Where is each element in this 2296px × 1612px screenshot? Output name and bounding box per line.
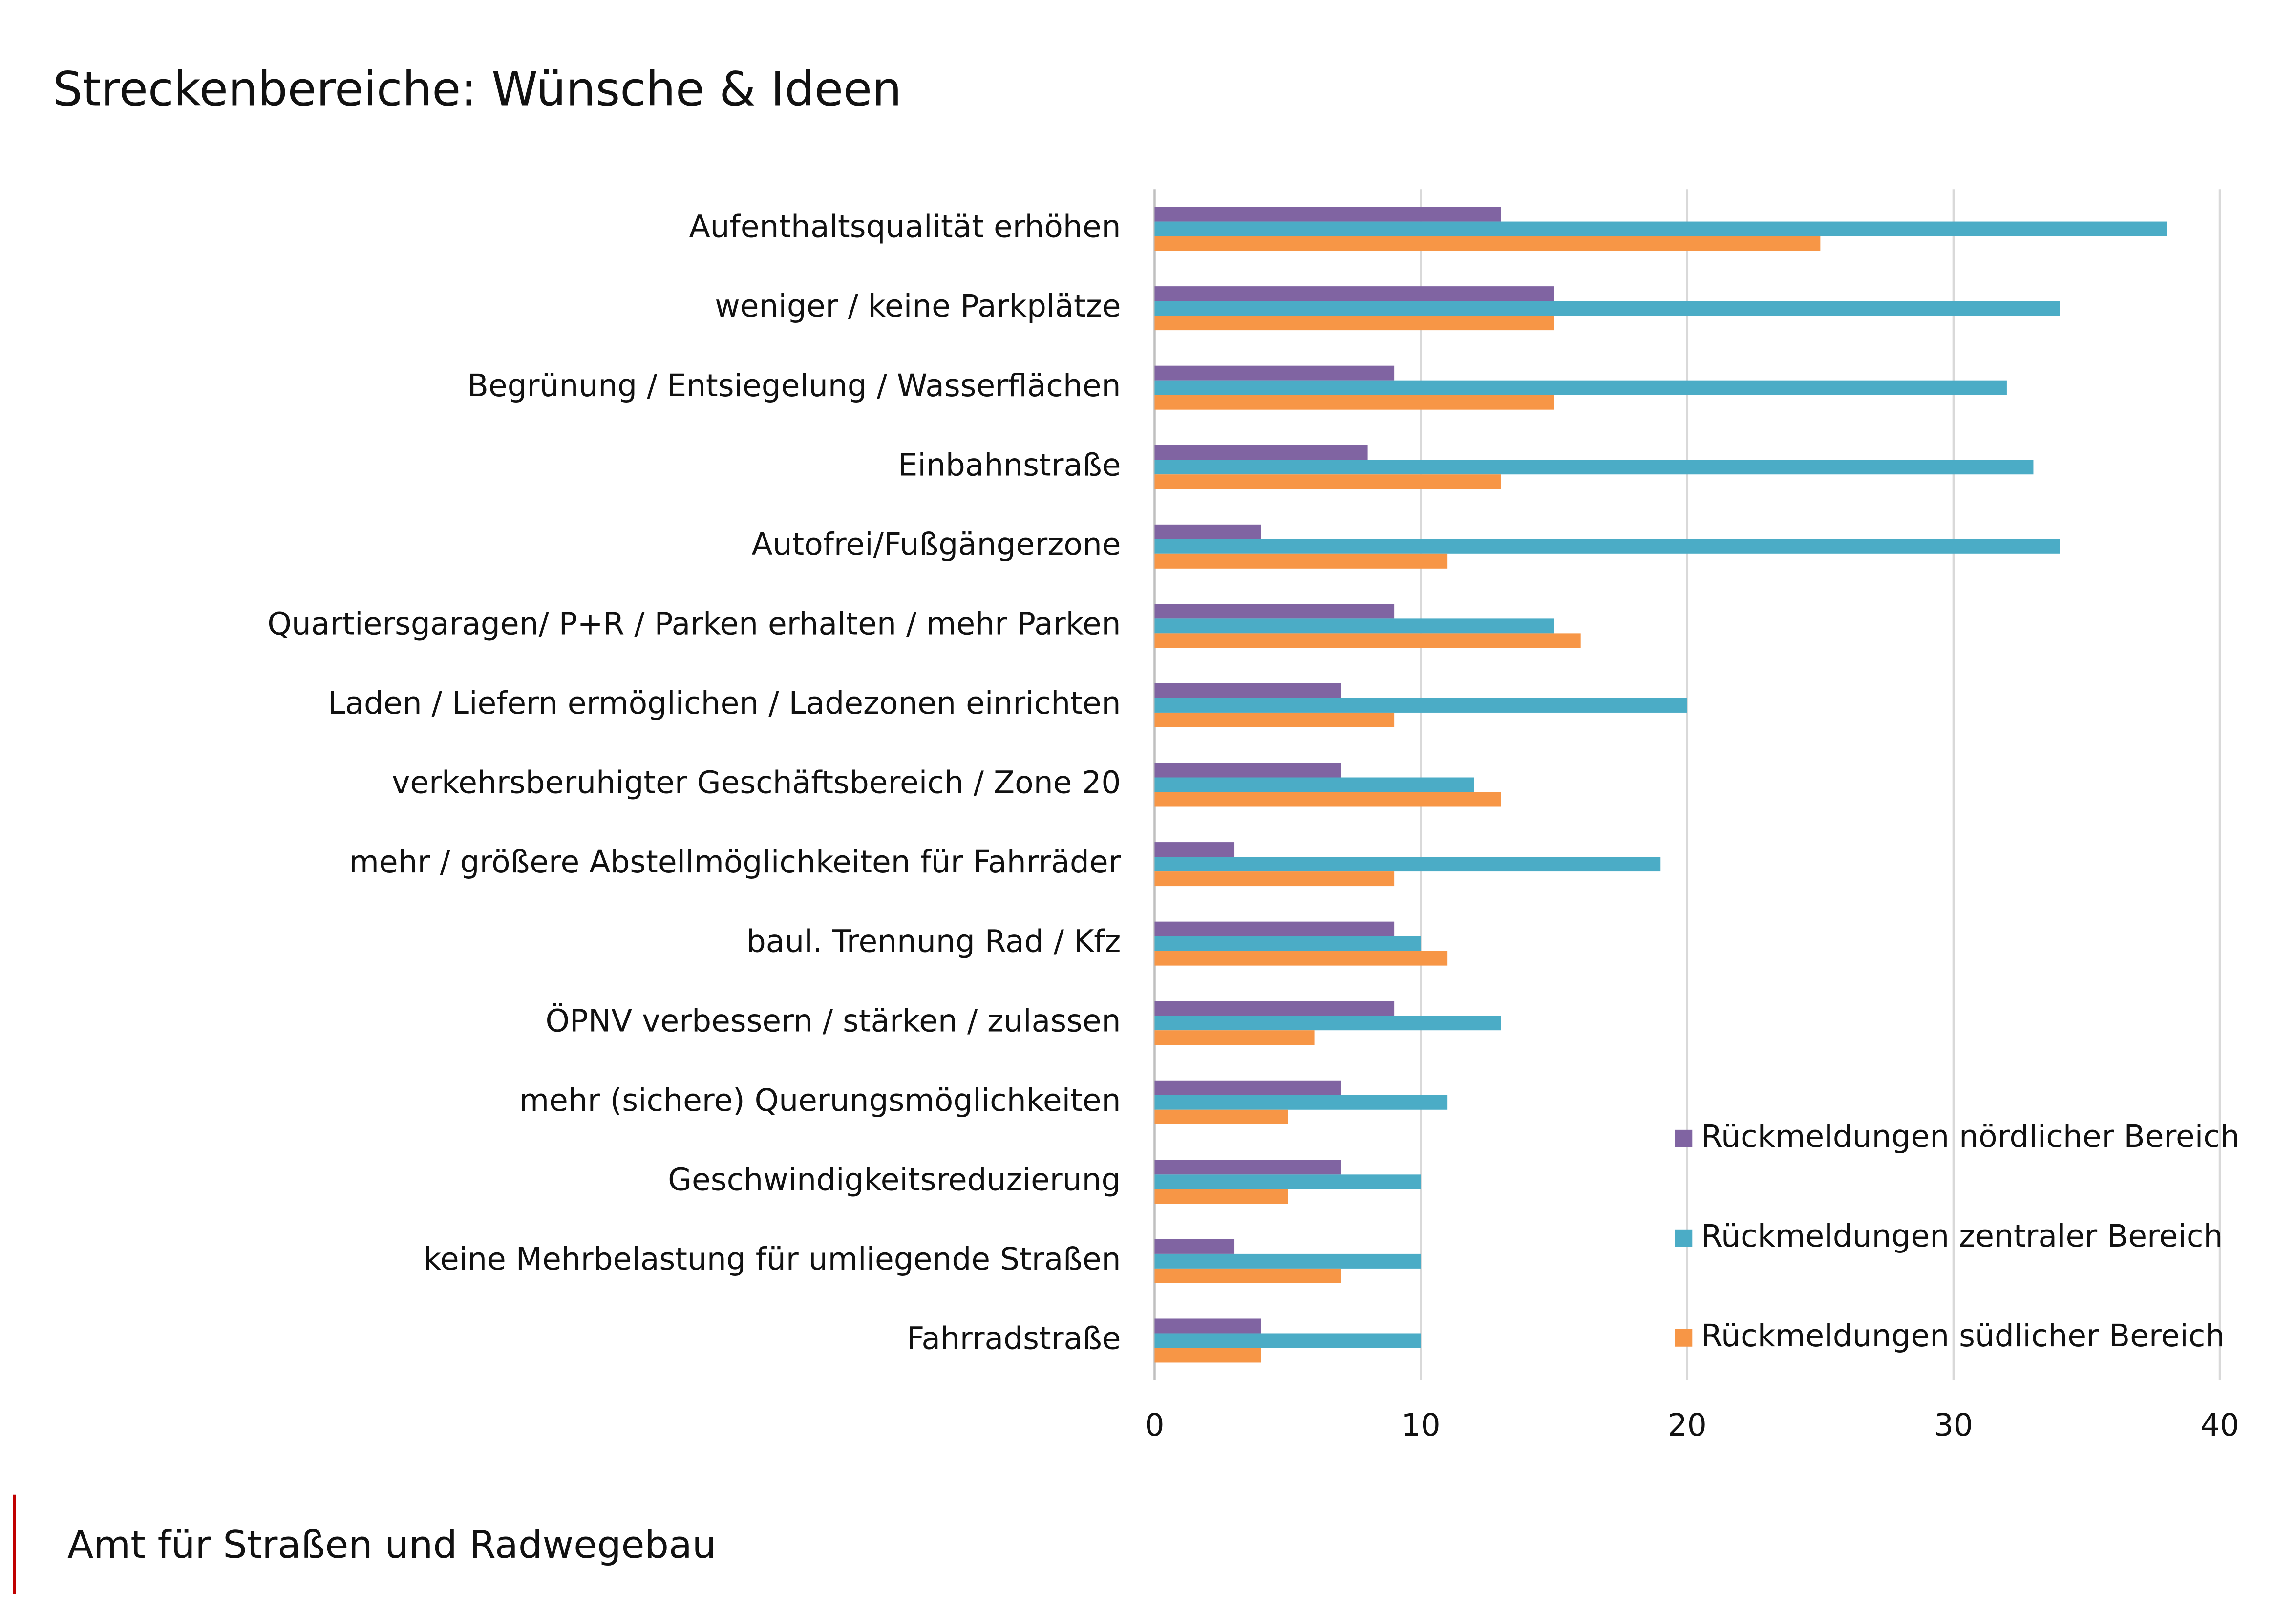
y-tick-label: Laden / Liefern ermöglichen / Ladezonen …	[328, 685, 1121, 721]
bar	[1154, 1001, 1395, 1016]
legend-label: Rückmeldungen nördlicher Bereich	[1701, 1119, 2239, 1154]
bar	[1154, 1268, 1341, 1283]
bar	[1154, 524, 1261, 539]
bar	[1154, 633, 1581, 648]
bar	[1154, 842, 1235, 857]
y-tick-label: mehr / größere Abstellmöglichkeiten für …	[349, 844, 1121, 880]
bar	[1154, 445, 1368, 460]
bar	[1154, 1348, 1261, 1363]
y-tick-label: verkehrsberuhigter Geschäftsbereich / Zo…	[392, 765, 1121, 801]
legend-label: Rückmeldungen zentraler Bereich	[1701, 1218, 2223, 1254]
bar	[1154, 871, 1395, 887]
bar	[1154, 936, 1421, 951]
bar	[1154, 1030, 1315, 1045]
bar	[1154, 618, 1554, 634]
y-tick-label: Geschwindigkeitsreduzierung	[668, 1162, 1121, 1197]
bar	[1154, 236, 1821, 251]
y-tick-label: keine Mehrbelastung für umliegende Straß…	[424, 1241, 1121, 1277]
bar	[1154, 286, 1554, 301]
y-tick-label: Quartiersgaragen/ P+R / Parken erhalten …	[267, 606, 1121, 641]
y-tick-label: Fahrradstraße	[907, 1321, 1121, 1357]
bar	[1154, 1109, 1288, 1124]
legend-swatch	[1675, 1129, 1693, 1147]
legend-swatch	[1675, 1229, 1693, 1247]
bar	[1154, 474, 1501, 489]
x-tick-label: 0	[1145, 1407, 1164, 1443]
y-tick-label: Begrünung / Entsiegelung / Wasserflächen	[468, 368, 1121, 403]
bar	[1154, 763, 1341, 778]
bar	[1154, 777, 1474, 792]
chart-title: Streckenbereiche: Wünsche & Ideen	[53, 62, 902, 117]
bar	[1154, 1095, 1448, 1110]
bar	[1154, 1253, 1421, 1269]
x-tick-label: 30	[1934, 1407, 1973, 1443]
bar	[1154, 539, 2060, 554]
bar	[1154, 1016, 1501, 1031]
bar	[1154, 1189, 1288, 1204]
bar	[1154, 207, 1501, 222]
bar	[1154, 365, 1395, 381]
bar	[1154, 604, 1395, 619]
bar	[1154, 712, 1395, 727]
bar	[1154, 1239, 1235, 1254]
legend-swatch	[1675, 1329, 1693, 1347]
y-tick-label: Autofrei/Fußgängerzone	[752, 527, 1121, 562]
bar	[1154, 683, 1341, 698]
bar	[1154, 857, 1661, 872]
bar	[1154, 792, 1501, 807]
x-tick-label: 20	[1668, 1407, 1707, 1443]
bar	[1154, 553, 1448, 569]
y-tick-label: Einbahnstraße	[898, 447, 1121, 483]
bar	[1154, 1174, 1421, 1189]
bar	[1154, 921, 1395, 936]
legend-label: Rückmeldungen südlicher Bereich	[1701, 1318, 2225, 1354]
bar	[1154, 460, 2034, 475]
bar	[1154, 1333, 1421, 1348]
y-tick-label: Aufenthaltsqualität erhöhen	[689, 209, 1121, 245]
x-tick-label: 40	[2200, 1407, 2239, 1443]
bar	[1154, 316, 1554, 331]
bar	[1154, 221, 2167, 236]
y-tick-label: baul. Trennung Rad / Kfz	[746, 924, 1121, 959]
bar	[1154, 1160, 1341, 1175]
bar	[1154, 1318, 1261, 1334]
bar	[1154, 380, 2007, 395]
bar	[1154, 395, 1554, 410]
bar	[1154, 1080, 1341, 1095]
footer-text: Amt für Straßen und Radwegebau	[67, 1523, 716, 1567]
y-tick-label: weniger / keine Parkplätze	[715, 288, 1121, 324]
x-tick-label: 10	[1402, 1407, 1441, 1443]
y-tick-label: mehr (sichere) Querungsmöglichkeiten	[519, 1082, 1121, 1118]
bar	[1154, 698, 1687, 713]
bar	[1154, 301, 2060, 316]
bar	[1154, 951, 1448, 966]
y-tick-label: ÖPNV verbessern / stärken / zulassen	[545, 1003, 1121, 1039]
